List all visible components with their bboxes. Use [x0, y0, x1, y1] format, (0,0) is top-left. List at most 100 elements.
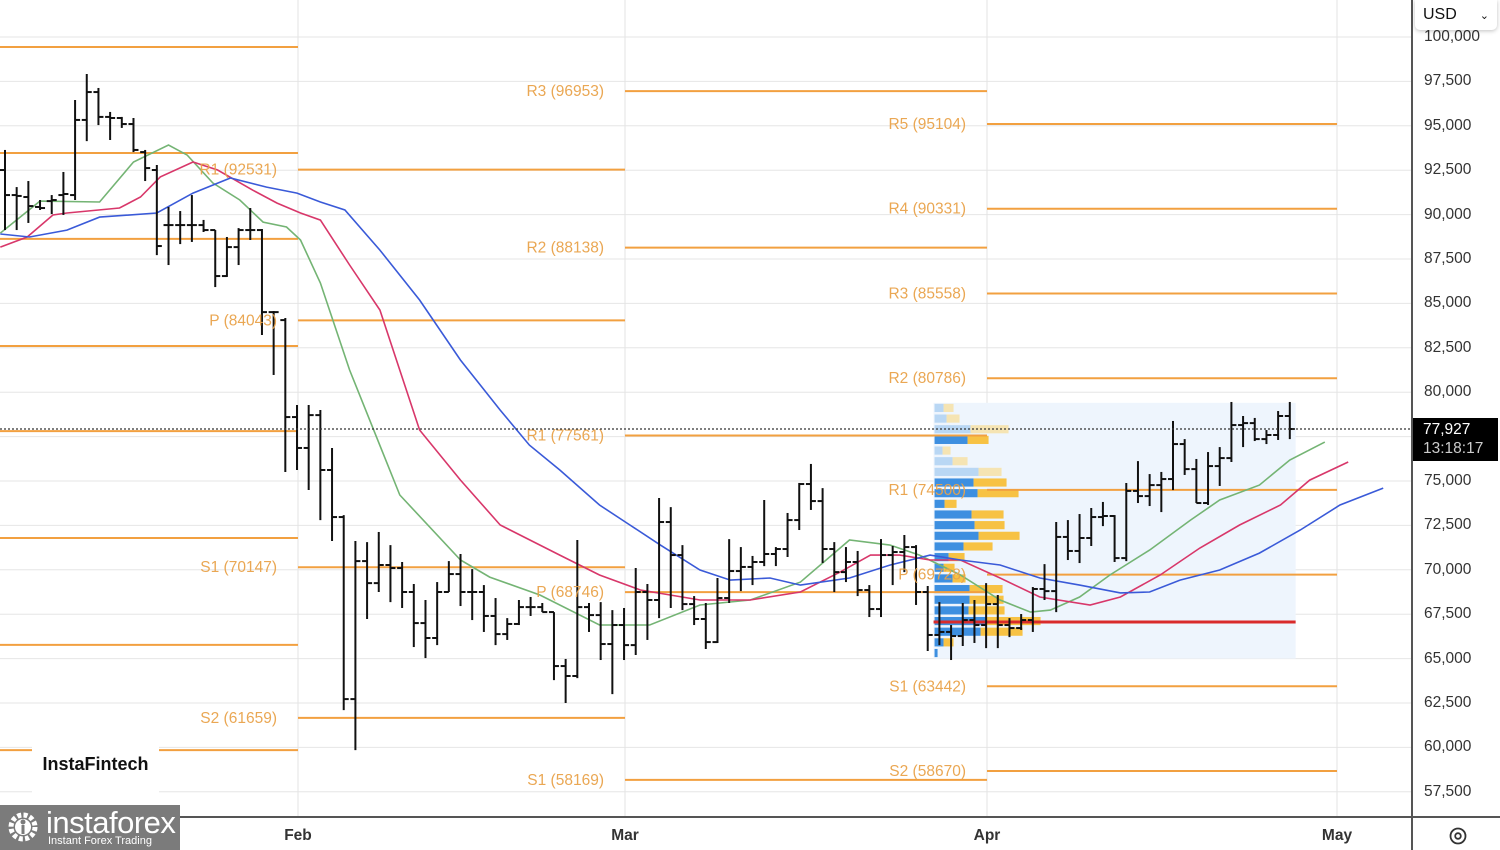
ohlc-bar	[1226, 401, 1237, 462]
pivot-label: R1 (92531)	[199, 162, 277, 179]
pivot-label: R4 (90331)	[888, 201, 966, 218]
settings-icon[interactable]	[1448, 826, 1468, 846]
y-tick-label: 85,000	[1424, 294, 1472, 312]
ohlc-bar	[1016, 614, 1027, 631]
ohlc-bar	[362, 542, 373, 619]
ohlc-bar	[327, 447, 338, 542]
pivot-label: S1 (58169)	[527, 772, 604, 789]
volume-profile-up-bar	[934, 403, 944, 413]
currency-value: USD	[1423, 6, 1457, 23]
volume-profile-down-bar	[944, 499, 957, 508]
ohlc-bar	[770, 547, 781, 567]
volume-profile-up-bar	[934, 606, 969, 615]
y-tick-label: 75,000	[1424, 472, 1472, 489]
ohlc-bar	[1097, 501, 1108, 527]
ohlc-bar	[1156, 471, 1167, 513]
ohlc-bar	[280, 317, 291, 472]
ohlc-bar	[443, 561, 454, 593]
ohlc-bar	[315, 409, 326, 521]
bar-countdown: 13:18:17	[1423, 440, 1484, 457]
ohlc-bar	[46, 195, 57, 215]
ohlc-bar	[1039, 564, 1050, 600]
volume-profile-down-bar	[952, 574, 966, 583]
ohlc-bar	[525, 596, 536, 616]
volume-profile-up-bar	[934, 489, 978, 498]
volume-profile-down-bar	[967, 435, 989, 444]
price-chart[interactable]: R1 (92531) P (84043) S1 (70147) S2 (61659) R…	[0, 0, 1412, 817]
volume-profile-up-bar	[934, 521, 975, 530]
volume-profile-down-bar	[971, 510, 1004, 519]
ohlc-bar	[513, 599, 524, 626]
ohlc-bar	[782, 512, 793, 558]
ohlc-bar	[233, 228, 244, 266]
ohlc-bar	[642, 584, 653, 640]
time-axis-divider	[0, 816, 1500, 818]
ohlc-bar	[198, 219, 209, 233]
y-tick-label: 90,000	[1424, 205, 1472, 223]
pivot-label: S2 (61659)	[200, 710, 277, 727]
ohlc-bar	[151, 165, 162, 256]
ohlc-bar	[432, 582, 443, 646]
ohlc-bar	[70, 100, 81, 201]
pivot-label: R3 (96953)	[526, 83, 604, 100]
x-label-may: May	[1321, 827, 1353, 844]
volume-profile-down-bar	[980, 627, 1023, 636]
x-label-apr: Apr	[973, 827, 1001, 844]
volume-profile-down-bar	[963, 542, 993, 551]
volume-profile-up-bar	[934, 446, 943, 455]
ohlc-bar	[1004, 618, 1015, 638]
ohlc-bar	[572, 539, 583, 679]
volume-profile-down-bar	[943, 403, 954, 413]
price-axis[interactable]: 100,000 97,500 95,000 92,500 90,000 87,500 85,…	[1413, 0, 1500, 817]
ohlc-bar	[747, 555, 758, 586]
volume-profile-down-bar	[942, 446, 951, 455]
ohlc-bar	[1238, 415, 1249, 448]
instaforex-logo-text: instaforex	[46, 805, 176, 840]
ohlc-bars	[0, 73, 1295, 751]
y-tick-label: 60,000	[1424, 738, 1472, 756]
ohlc-bar	[934, 602, 945, 646]
y-tick-label: 62,500	[1424, 694, 1472, 711]
ohlc-bar	[292, 404, 302, 470]
ohlc-bar	[537, 603, 548, 614]
ohlc-bar	[1027, 587, 1038, 632]
ohlc-bar	[981, 583, 992, 649]
ohlc-bar	[1261, 430, 1272, 445]
ohlc-bar	[992, 595, 1003, 649]
ohlc-bar	[560, 658, 571, 703]
ohlc-bar	[548, 611, 559, 681]
ohlc-bar	[665, 507, 676, 608]
volume-profile-up-bar	[934, 595, 970, 604]
y-tick-label: 95,000	[1424, 116, 1472, 134]
instaforex-tagline: Instant Forex Trading	[48, 835, 152, 847]
currency-selector[interactable]: USD ⌄	[1415, 0, 1497, 30]
y-tick-label: 100,000	[1424, 28, 1481, 45]
volume-profile-up-bar	[934, 627, 981, 636]
ohlc-bar	[116, 116, 127, 128]
ohlc-bar	[584, 603, 594, 632]
ohlc-bar	[268, 311, 279, 375]
moving-averages	[0, 144, 1384, 626]
ohlc-bar	[455, 553, 466, 607]
ohlc-bar	[689, 596, 700, 626]
volume-profile-down-bar	[943, 563, 955, 572]
instafintech-logo-text: InstaFintech	[42, 753, 149, 774]
ohlc-bar	[654, 498, 665, 619]
volume-profile-up-bar	[934, 499, 945, 508]
ohlc-bar	[852, 550, 863, 597]
volume-profile-up-bar	[934, 478, 974, 487]
y-tick-label: 70,000	[1424, 560, 1472, 578]
volume-profile-up-bar	[934, 531, 979, 540]
ohlc-bar	[864, 585, 875, 618]
ohlc-bar	[490, 598, 501, 646]
pivot-label: R2 (88138)	[526, 240, 604, 257]
ohlc-bar	[876, 539, 886, 618]
ohlc-bar	[817, 488, 828, 564]
pivot-label: S1 (70147)	[200, 559, 277, 576]
volume-profile-up-bar	[934, 648, 938, 658]
ohlc-bar	[175, 211, 186, 245]
ohlc-bar	[1249, 417, 1260, 442]
volume-profile-down-bar	[946, 414, 960, 423]
volume-profile-up-bar	[934, 457, 953, 466]
ohlc-bar	[210, 229, 221, 288]
